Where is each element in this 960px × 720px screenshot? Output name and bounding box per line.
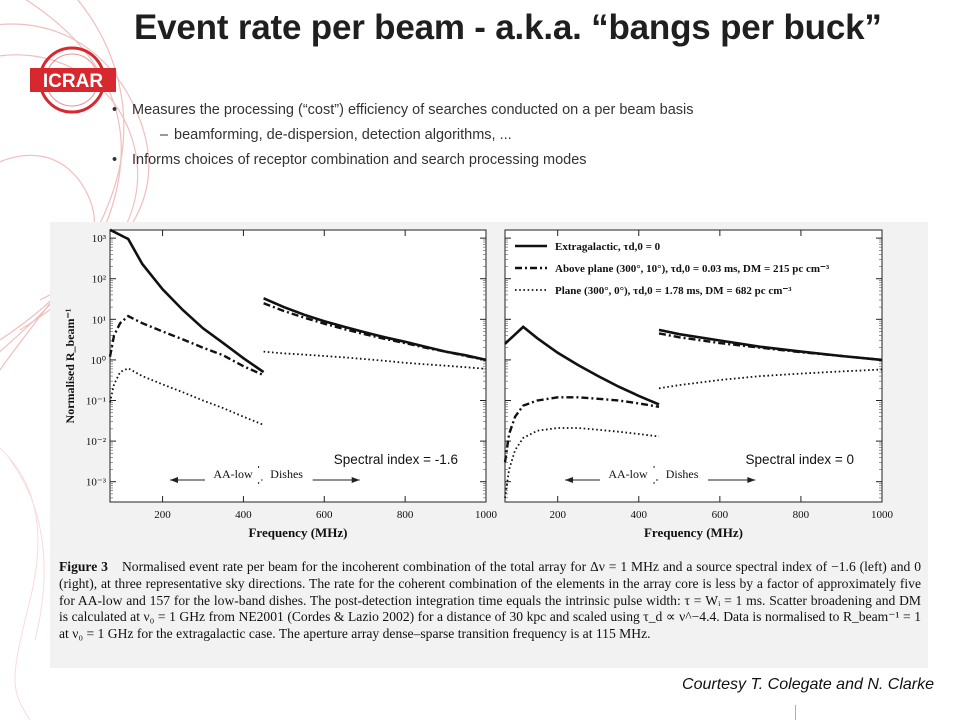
series-line-dashdot: [108, 314, 265, 377]
x-tick-label: 800: [397, 509, 414, 521]
figure-label: Figure 3: [59, 559, 108, 574]
slide-title: Event rate per beam - a.k.a. “bangs per …: [134, 8, 882, 47]
series-line-solid: [263, 297, 487, 362]
series-line-dashdot: [263, 302, 487, 362]
region-label-bg: [205, 468, 261, 482]
legend-entry: Extragalactic, τd,0 = 0: [555, 241, 661, 253]
y-tick-label: 10²: [92, 274, 107, 286]
region-label: AA-low: [213, 467, 253, 481]
caption-text: Normalised event rate per beam for the i…: [59, 559, 921, 642]
y-tick-label: 10⁻¹: [86, 396, 106, 408]
y-tick-label: 10⁰: [91, 355, 107, 367]
series-line-dotted: [504, 427, 660, 499]
plot-frame: [109, 229, 487, 503]
x-tick-label: 600: [316, 509, 333, 521]
region-arrowhead: [565, 477, 573, 483]
y-axis-label: Normalised R_beam⁻¹: [63, 308, 77, 423]
region-label: Dishes: [666, 467, 699, 481]
x-axis-label: Frequency (MHz): [248, 525, 347, 540]
spectral-index-annotation: Spectral index = -1.6: [334, 452, 458, 467]
courtesy-credit: Courtesy T. Colegate and N. Clarke: [682, 676, 934, 693]
plot-frame: [504, 229, 883, 503]
series-line-dashdot: [658, 332, 883, 362]
x-tick-label: 800: [793, 509, 810, 521]
bullet-marker: •: [112, 152, 118, 168]
y-tick-label: 10¹: [92, 314, 106, 326]
series-line-dotted: [109, 367, 264, 426]
region-label-bg: [600, 468, 656, 482]
series-line-dotted: [658, 368, 883, 390]
sub-bullet-text: beamforming, de-dispersion, detection al…: [174, 127, 512, 143]
y-tick-label: 10³: [92, 233, 107, 245]
bullet-text: Measures the processing (“cost”) efficie…: [132, 102, 694, 118]
x-tick-label: 200: [549, 509, 566, 521]
x-tick-label: 200: [154, 509, 171, 521]
region-arrowhead: [351, 477, 360, 483]
legend-entry: Above plane (300°, 10°), τd,0 = 0.03 ms,…: [555, 263, 830, 275]
y-tick-label: 10⁻³: [86, 477, 107, 489]
x-tick-label: 400: [631, 509, 648, 521]
x-axis-label: Frequency (MHz): [644, 525, 743, 540]
x-tick-label: 1000: [871, 509, 894, 521]
series-line-solid: [504, 325, 660, 406]
y-tick-label: 10⁻²: [86, 436, 107, 448]
series-line-dashdot: [503, 396, 660, 463]
bullet-text: Informs choices of receptor combination …: [132, 152, 587, 168]
series-line-dotted: [263, 350, 487, 370]
region-arrowhead: [170, 477, 178, 483]
figure-plots: 200 400 600 800 1000 10³ 10² 10¹ 10⁰ 10⁻¹ 10⁻² 10⁻³…: [63, 228, 894, 540]
legend-entry: Plane (300°, 0°), τd,0 = 1.78 ms, DM = 6…: [555, 285, 792, 297]
spectral-index-annotation: Spectral index = 0: [746, 452, 854, 467]
icrar-logo: ICRAR: [30, 46, 116, 114]
figure-panel: 200 400 600 800 1000 10³ 10² 10¹ 10⁰ 10⁻¹ 10⁻² 10⁻³…: [50, 222, 928, 668]
region-label: Dishes: [270, 467, 303, 481]
region-label-bg: [262, 468, 313, 482]
logo-text: ICRAR: [43, 71, 103, 92]
figure-caption: Figure 3 Normalised event rate per beam f…: [59, 559, 921, 643]
bullet-marker: •: [112, 102, 118, 118]
region-arrowhead: [747, 477, 756, 483]
x-tick-label: 1000: [475, 509, 498, 521]
region-label: AA-low: [608, 467, 648, 481]
series-line-solid: [109, 228, 265, 374]
x-tick-label: 400: [235, 509, 252, 521]
footer-divider: [795, 705, 796, 720]
region-label-bg: [658, 468, 709, 482]
sub-bullet-marker: –: [160, 127, 169, 143]
x-tick-label: 600: [712, 509, 729, 521]
